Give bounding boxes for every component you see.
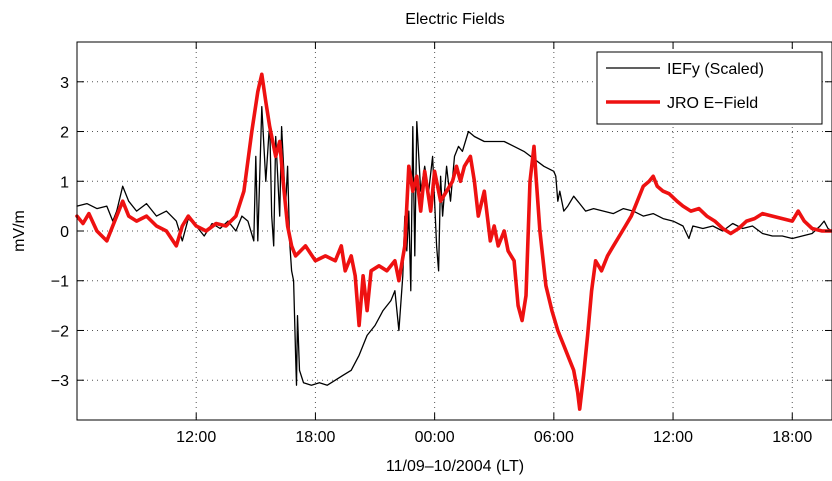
iefy-series-line [76, 106, 832, 386]
x-tick-label: 18:00 [295, 429, 335, 446]
legend: IEFy (Scaled) JRO E−Field [596, 51, 823, 125]
chart-title: Electric Fields [405, 11, 505, 28]
x-tick-label: 00:00 [415, 429, 455, 446]
jro-efield-series-line [75, 72, 832, 411]
legend-label-iefy: IEFy (Scaled) [667, 61, 764, 78]
y-tick-label: 3 [60, 75, 69, 92]
y-tick-label: −3 [51, 373, 69, 390]
x-tick-label: 12:00 [653, 429, 693, 446]
x-tick-label: 18:00 [772, 429, 812, 446]
legend-label-jro: JRO E−Field [667, 95, 758, 112]
y-axis-ticks: −3 −2 −1 0 1 2 3 [51, 75, 832, 390]
y-axis-label: mV/m [11, 210, 28, 252]
plot-area [75, 72, 832, 411]
y-tick-label: 2 [60, 125, 69, 142]
x-axis-label: 11/09–10/2004 (LT) [386, 458, 524, 475]
series-layer [75, 72, 832, 411]
y-tick-label: −2 [51, 323, 69, 340]
y-tick-label: −1 [51, 274, 69, 291]
x-tick-label: 06:00 [534, 429, 574, 446]
legend-box [596, 51, 823, 125]
y-tick-label: 0 [60, 224, 69, 241]
y-tick-label: 1 [60, 174, 69, 191]
x-tick-label: 12:00 [176, 429, 216, 446]
x-axis-ticks: 12:00 18:00 00:00 06:00 12:00 18:00 [176, 42, 812, 446]
